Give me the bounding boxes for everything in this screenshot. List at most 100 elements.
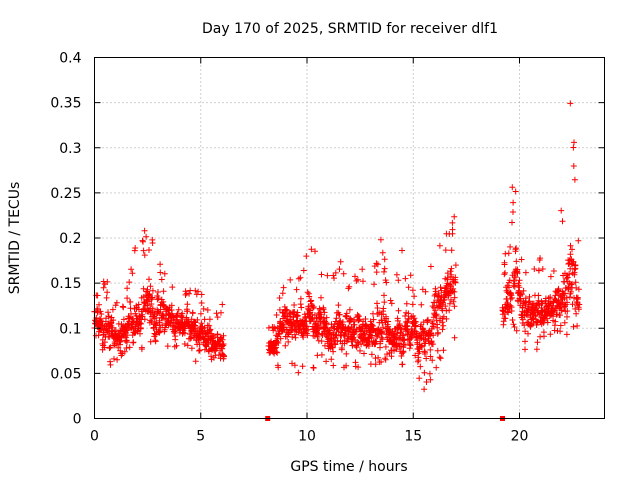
data-point [398,353,405,359]
data-point [440,347,447,354]
data-point [570,163,577,169]
data-point [372,361,379,368]
data-point [509,317,516,323]
data-point [148,318,155,325]
x-tick-label: 0 [90,429,99,445]
data-point [192,287,199,294]
data-point [502,250,509,257]
data-point [295,275,302,282]
data-point [437,355,444,362]
data-point [297,295,304,302]
data-point [314,333,321,340]
data-point [123,345,130,351]
data-point [96,301,102,308]
data-point [197,310,204,317]
data-point [144,286,151,293]
data-point [512,248,519,255]
data-point [155,328,162,335]
data-point [571,139,577,146]
data-point [140,285,147,292]
data-point [382,356,389,363]
data-point [129,270,136,277]
data-point [573,310,580,317]
data-point [442,303,449,310]
data-point [552,318,559,325]
y-tick-label: 0.35 [50,96,81,112]
data-point [323,314,330,321]
data-point [291,331,298,338]
data-point [360,278,366,285]
data-point [174,316,181,323]
data-point [423,379,430,385]
data-point [544,319,551,326]
data-point [393,271,400,278]
data-point [149,240,156,246]
data-point [502,315,509,322]
data-point [555,285,562,292]
data-point [563,331,570,338]
data-point [572,262,579,269]
data-point [381,292,387,299]
data-point [126,279,133,286]
data-point [172,336,179,343]
data-point [308,297,315,304]
data-point [191,323,198,330]
data-point [569,246,575,253]
data-point [357,347,363,354]
data-point [147,317,154,324]
data-point [285,338,292,345]
data-point [448,271,455,278]
data-point [121,348,128,355]
data-point [297,274,304,281]
data-point [374,261,381,268]
data-point [192,358,199,365]
data-point [195,288,202,295]
data-point [137,330,143,337]
data-point [136,320,143,326]
data-point [370,316,377,323]
data-point [293,286,300,293]
data-point [152,338,159,345]
data-point [94,309,101,316]
data-point [381,256,388,263]
data-point [568,281,575,288]
data-point [94,292,101,299]
data-point [221,353,227,360]
data-point [400,349,407,356]
data-point [126,344,133,351]
data-point [418,321,425,328]
data-point [198,291,205,298]
data-point [323,358,330,365]
data-point [314,322,321,329]
data-point [557,328,564,335]
x-tick-label: 5 [196,429,205,445]
data-point [399,247,405,254]
y-tick-label: 0.25 [50,186,81,202]
data-point [100,284,107,291]
data-point [440,322,447,329]
data-point [207,326,214,333]
data-point [516,284,523,291]
data-points [91,100,583,393]
data-point [332,269,339,276]
data-point [547,331,554,338]
data-point [507,243,514,250]
data-point [526,293,533,300]
data-point [298,304,305,311]
data-point [433,317,440,324]
data-point [141,252,148,259]
data-point [450,298,457,305]
data-point [510,321,517,328]
data-point [181,341,188,347]
data-point [188,345,195,352]
data-point [381,265,388,272]
data-point [331,275,337,282]
data-point [303,253,310,260]
data-point [196,341,203,348]
data-point [330,348,337,355]
data-point [430,323,437,330]
data-point [120,316,127,323]
data-point [525,330,531,337]
data-point [520,287,527,294]
